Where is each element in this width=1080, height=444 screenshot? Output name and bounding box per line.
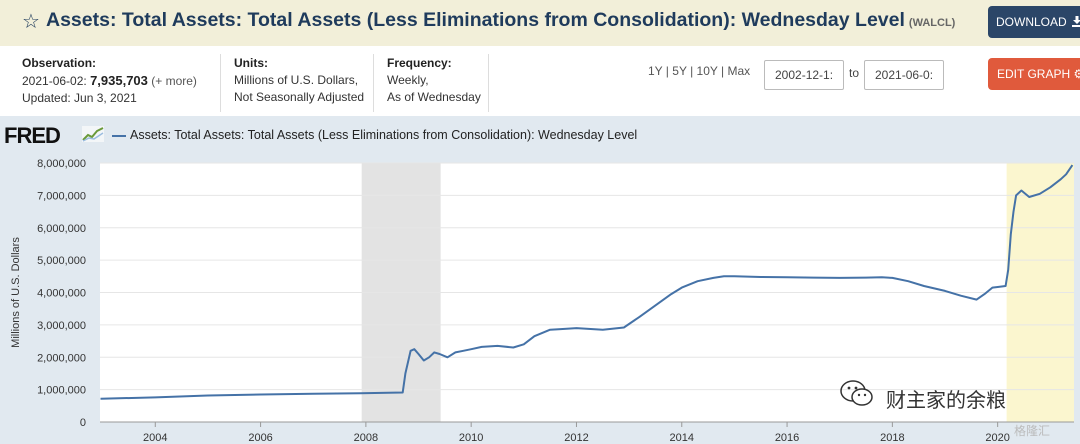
y-axis-label: Millions of U.S. Dollars: [10, 237, 22, 348]
divider: [488, 54, 489, 112]
range-selector: 1Y | 5Y | 10Y | Max: [648, 64, 751, 78]
units-line2: Not Seasonally Adjusted: [234, 90, 365, 104]
download-icon: [1072, 16, 1080, 27]
x-tick-label: 2008: [354, 432, 378, 444]
y-tick-label: 3,000,000: [37, 320, 86, 332]
observation-value: 7,935,703: [90, 73, 148, 88]
frequency-line2: As of Wednesday: [387, 90, 481, 104]
x-tick-label: 2010: [459, 432, 483, 444]
legend-swatch: [112, 134, 126, 137]
range-1y[interactable]: 1Y: [648, 64, 663, 78]
series-title: Assets: Total Assets: Total Assets (Less…: [46, 9, 905, 31]
edit-graph-label: EDIT GRAPH: [997, 67, 1071, 81]
start-date-input[interactable]: 2002-12-1:: [764, 60, 844, 90]
fred-logo-icon: [82, 126, 104, 142]
y-tick-label: 0: [80, 417, 86, 429]
legend-label: Assets: Total Assets: Total Assets (Less…: [130, 128, 638, 142]
x-tick-label: 2016: [775, 432, 799, 444]
end-date-input[interactable]: 2021-06-0:: [864, 60, 944, 90]
chart-area: FRED Assets: Total Assets: Total Assets …: [0, 116, 1080, 444]
star-outline-icon[interactable]: ☆: [22, 11, 40, 33]
series-line: [100, 164, 1074, 400]
frequency-label: Frequency:: [387, 56, 452, 70]
observation-date: 2021-06-02:: [22, 74, 87, 88]
frequency-block: Frequency: Weekly, As of Wednesday: [387, 55, 481, 106]
observation-block: Observation: 2021-06-02: 7,935,703 (+ mo…: [22, 55, 197, 107]
y-tick-label: 4,000,000: [37, 288, 86, 300]
wechat-icon: [840, 380, 873, 406]
units-block: Units: Millions of U.S. Dollars, Not Sea…: [234, 55, 364, 106]
x-tick-label: 2014: [670, 432, 694, 444]
divider: [373, 54, 374, 112]
y-tick-label: 2,000,000: [37, 352, 86, 364]
fred-logo: FRED: [4, 123, 61, 148]
line-chart: 0 1,000,000 2,000,000 3,000,000 4,000,000 5,0…: [10, 158, 1074, 444]
observation-label: Observation:: [22, 56, 97, 70]
y-tick-label: 8,000,000: [37, 158, 86, 170]
range-max[interactable]: Max: [727, 64, 751, 78]
download-label: DOWNLOAD: [996, 15, 1067, 29]
chart-legend: Assets: Total Assets: Total Assets (Less…: [112, 128, 637, 142]
x-tick-label: 2018: [880, 432, 904, 444]
edit-graph-button[interactable]: EDIT GRAPH ⚙: [988, 58, 1080, 90]
units-line1: Millions of U.S. Dollars,: [234, 73, 359, 87]
watermark-corner: 格隆汇: [1014, 424, 1051, 438]
observation-more-link[interactable]: (+ more): [151, 74, 197, 88]
page-title: Assets: Total Assets: Total Assets (Less…: [46, 9, 955, 32]
to-label: to: [849, 66, 860, 80]
updated-date: Updated: Jun 3, 2021: [22, 91, 137, 105]
download-button[interactable]: DOWNLOAD: [988, 6, 1080, 38]
range-10y[interactable]: 10Y: [696, 64, 718, 78]
x-tick-label: 2004: [143, 432, 167, 444]
y-tick-label: 6,000,000: [37, 223, 86, 235]
range-5y[interactable]: 5Y: [672, 64, 687, 78]
title-bar: ☆ Assets: Total Assets: Total Assets (Le…: [0, 0, 1080, 46]
series-code: (WALCL): [908, 17, 956, 29]
y-tick-label: 7,000,000: [37, 190, 86, 202]
x-tick-label: 2006: [248, 432, 272, 444]
x-tick-label: 2012: [564, 432, 588, 444]
units-label: Units:: [234, 56, 268, 70]
frequency-line1: Weekly,: [387, 73, 429, 87]
x-tick-label: 2020: [985, 432, 1009, 444]
y-tick-label: 1,000,000: [37, 385, 86, 397]
divider: [220, 54, 221, 112]
watermark-text: 财主家的余粮: [886, 390, 1006, 412]
y-tick-label: 5,000,000: [37, 255, 86, 267]
gear-icon: ⚙: [1073, 67, 1080, 81]
